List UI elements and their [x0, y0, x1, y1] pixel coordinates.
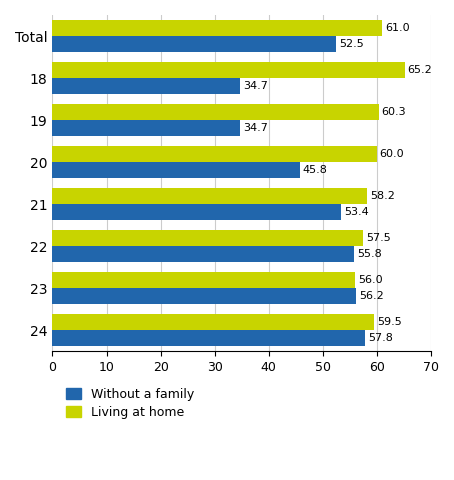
Bar	[53, 78, 240, 94]
Bar	[53, 36, 336, 52]
Text: 60.0: 60.0	[380, 149, 404, 159]
Text: 56.0: 56.0	[358, 275, 383, 285]
Text: 56.2: 56.2	[359, 291, 384, 301]
Text: 60.3: 60.3	[381, 107, 406, 117]
Bar	[53, 20, 382, 36]
Bar	[53, 272, 355, 288]
Text: 34.7: 34.7	[243, 123, 268, 133]
Bar	[53, 188, 367, 204]
Bar	[53, 314, 374, 330]
Bar	[53, 162, 300, 178]
Bar	[53, 120, 240, 136]
Text: 52.5: 52.5	[339, 39, 364, 49]
Text: 45.8: 45.8	[303, 165, 328, 175]
Text: 55.8: 55.8	[357, 249, 382, 259]
Bar	[53, 246, 354, 262]
Bar	[53, 230, 363, 246]
Text: 59.5: 59.5	[377, 317, 402, 327]
Bar	[53, 62, 405, 78]
Text: 53.4: 53.4	[344, 207, 369, 217]
Bar	[53, 330, 365, 346]
Bar	[53, 104, 379, 120]
Legend: Without a family, Living at home: Without a family, Living at home	[66, 388, 195, 419]
Text: 34.7: 34.7	[243, 81, 268, 91]
Bar	[53, 204, 341, 220]
Text: 65.2: 65.2	[408, 65, 433, 75]
Text: 58.2: 58.2	[370, 191, 395, 201]
Text: 57.8: 57.8	[368, 333, 393, 343]
Bar	[53, 146, 377, 162]
Text: 61.0: 61.0	[385, 23, 410, 33]
Text: 57.5: 57.5	[366, 233, 391, 243]
Bar	[53, 288, 356, 304]
